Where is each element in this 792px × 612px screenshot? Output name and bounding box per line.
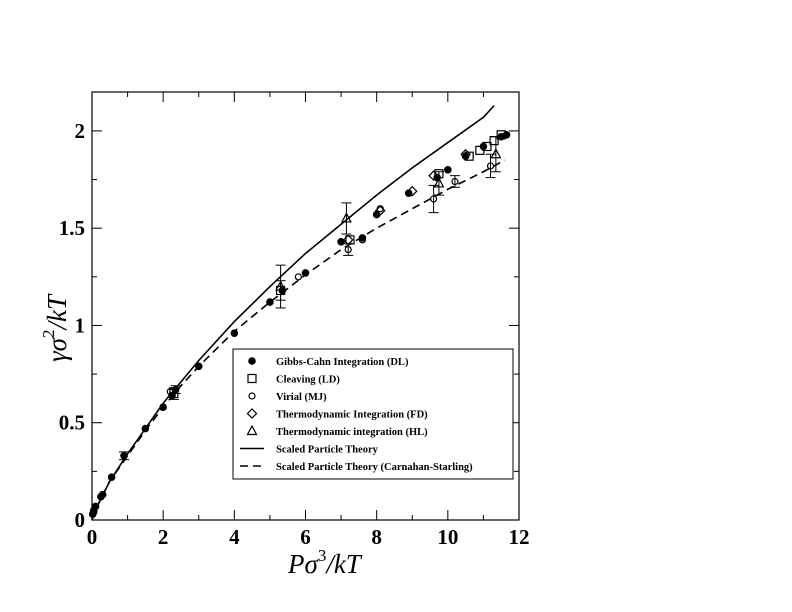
x-tick-label: 0 bbox=[87, 525, 98, 549]
data-point bbox=[159, 403, 167, 411]
x-tick-label: 10 bbox=[437, 525, 458, 549]
data-point bbox=[502, 131, 511, 139]
data-point bbox=[194, 362, 203, 371]
legend-label-virial-mj: Virial (MJ) bbox=[276, 392, 327, 403]
data-point bbox=[342, 234, 354, 246]
legend-marker-thermodynamic-integration-hl bbox=[246, 424, 258, 436]
axis-ticks bbox=[91, 92, 520, 521]
data-point bbox=[107, 473, 116, 482]
data-point bbox=[266, 298, 274, 306]
data-point bbox=[444, 166, 452, 174]
y-axis-title-sup: 2 bbox=[39, 330, 58, 339]
x-tick-label: 12 bbox=[509, 525, 530, 549]
scaled-particle-theory-curve bbox=[91, 105, 495, 521]
data-point bbox=[230, 329, 239, 338]
thermodynamic-integration-hl-series bbox=[275, 136, 502, 309]
legend-label-thermodynamic-integration-fd: Thermodynamic Integration (FD) bbox=[276, 410, 428, 421]
legend-items: Gibbs-Cahn Integration (DL) Cleaving (LD)… bbox=[240, 357, 473, 473]
y-axis-title-tail: /kT bbox=[42, 293, 72, 331]
x-tick-label: 4 bbox=[229, 525, 240, 549]
x-axis-title-tail: /kT bbox=[324, 549, 362, 579]
x-tick-label: 8 bbox=[371, 525, 382, 549]
thermodynamic-integration-fd-series bbox=[342, 148, 471, 246]
y-tick-label: 1 bbox=[75, 313, 86, 337]
data-point bbox=[294, 273, 302, 281]
legend-label-scaled-particle-theory: Scaled Particle Theory bbox=[276, 445, 379, 456]
y-tick-label: 2 bbox=[75, 119, 86, 143]
legend-marker-virial-mj bbox=[248, 392, 256, 400]
data-point bbox=[406, 185, 418, 197]
data-point bbox=[464, 151, 474, 161]
data-point bbox=[490, 147, 502, 159]
y-axis-title-base: γσ bbox=[42, 336, 72, 362]
y-tick-label: 1.5 bbox=[59, 216, 85, 240]
data-point bbox=[358, 234, 367, 242]
data-point bbox=[90, 508, 98, 516]
theory-curves bbox=[91, 105, 506, 521]
legend-marker-gibbs-cahn-integration-dl bbox=[248, 357, 256, 365]
data-point bbox=[482, 141, 492, 152]
data-point bbox=[486, 162, 495, 170]
y-tick-label: 0.5 bbox=[59, 411, 85, 435]
legend-label-cleaving-ld: Cleaving (LD) bbox=[276, 375, 340, 386]
legend-label-thermodynamic-integration-hl: Thermodynamic integration (HL) bbox=[276, 427, 428, 438]
data-point bbox=[451, 177, 459, 186]
x-axis-title: Pσ3/kT bbox=[287, 546, 363, 579]
x-axis-title-base: Pσ bbox=[287, 549, 319, 579]
legend-marker-thermodynamic-integration-fd bbox=[246, 408, 258, 419]
tick-labels: 0 2 4 6 8 10 12 0 0.5 1 1.5 2 bbox=[59, 119, 530, 549]
data-point bbox=[374, 205, 386, 217]
data-point bbox=[166, 388, 174, 396]
data-point bbox=[275, 280, 287, 291]
data-point bbox=[344, 245, 352, 254]
data-markers bbox=[88, 130, 511, 518]
data-point bbox=[496, 130, 506, 140]
data-point bbox=[428, 170, 439, 182]
data-point bbox=[169, 388, 179, 399]
legend-box bbox=[232, 348, 514, 480]
scaled-particle-theory-carnahan-starling-curve bbox=[91, 159, 506, 521]
data-point bbox=[340, 212, 352, 223]
data-point bbox=[141, 424, 150, 433]
data-point bbox=[301, 269, 310, 277]
data-point bbox=[358, 236, 367, 244]
data-point bbox=[430, 195, 438, 203]
data-point bbox=[97, 493, 105, 501]
data-point bbox=[337, 238, 345, 246]
y-axis-title: γσ2/kT bbox=[39, 293, 72, 362]
data-point bbox=[433, 177, 445, 188]
legend-label-scaled-particle-theory-carnahan-starling: Scaled Particle Theory (Carnahan-Starlin… bbox=[276, 462, 473, 473]
y-tick-label: 0 bbox=[75, 508, 86, 532]
data-point bbox=[460, 148, 471, 160]
x-tick-label: 2 bbox=[158, 525, 169, 549]
legend-label-gibbs-cahn-integration-dl: Gibbs-Cahn Integration (DL) bbox=[276, 357, 409, 368]
legend: Gibbs-Cahn Integration (DL) Cleaving (LD)… bbox=[232, 348, 514, 480]
x-axis-title-sup: 3 bbox=[318, 546, 327, 565]
x-tick-label: 6 bbox=[300, 525, 311, 549]
data-point bbox=[120, 452, 128, 460]
legend-marker-cleaving-ld bbox=[247, 373, 257, 384]
data-point bbox=[91, 502, 100, 511]
